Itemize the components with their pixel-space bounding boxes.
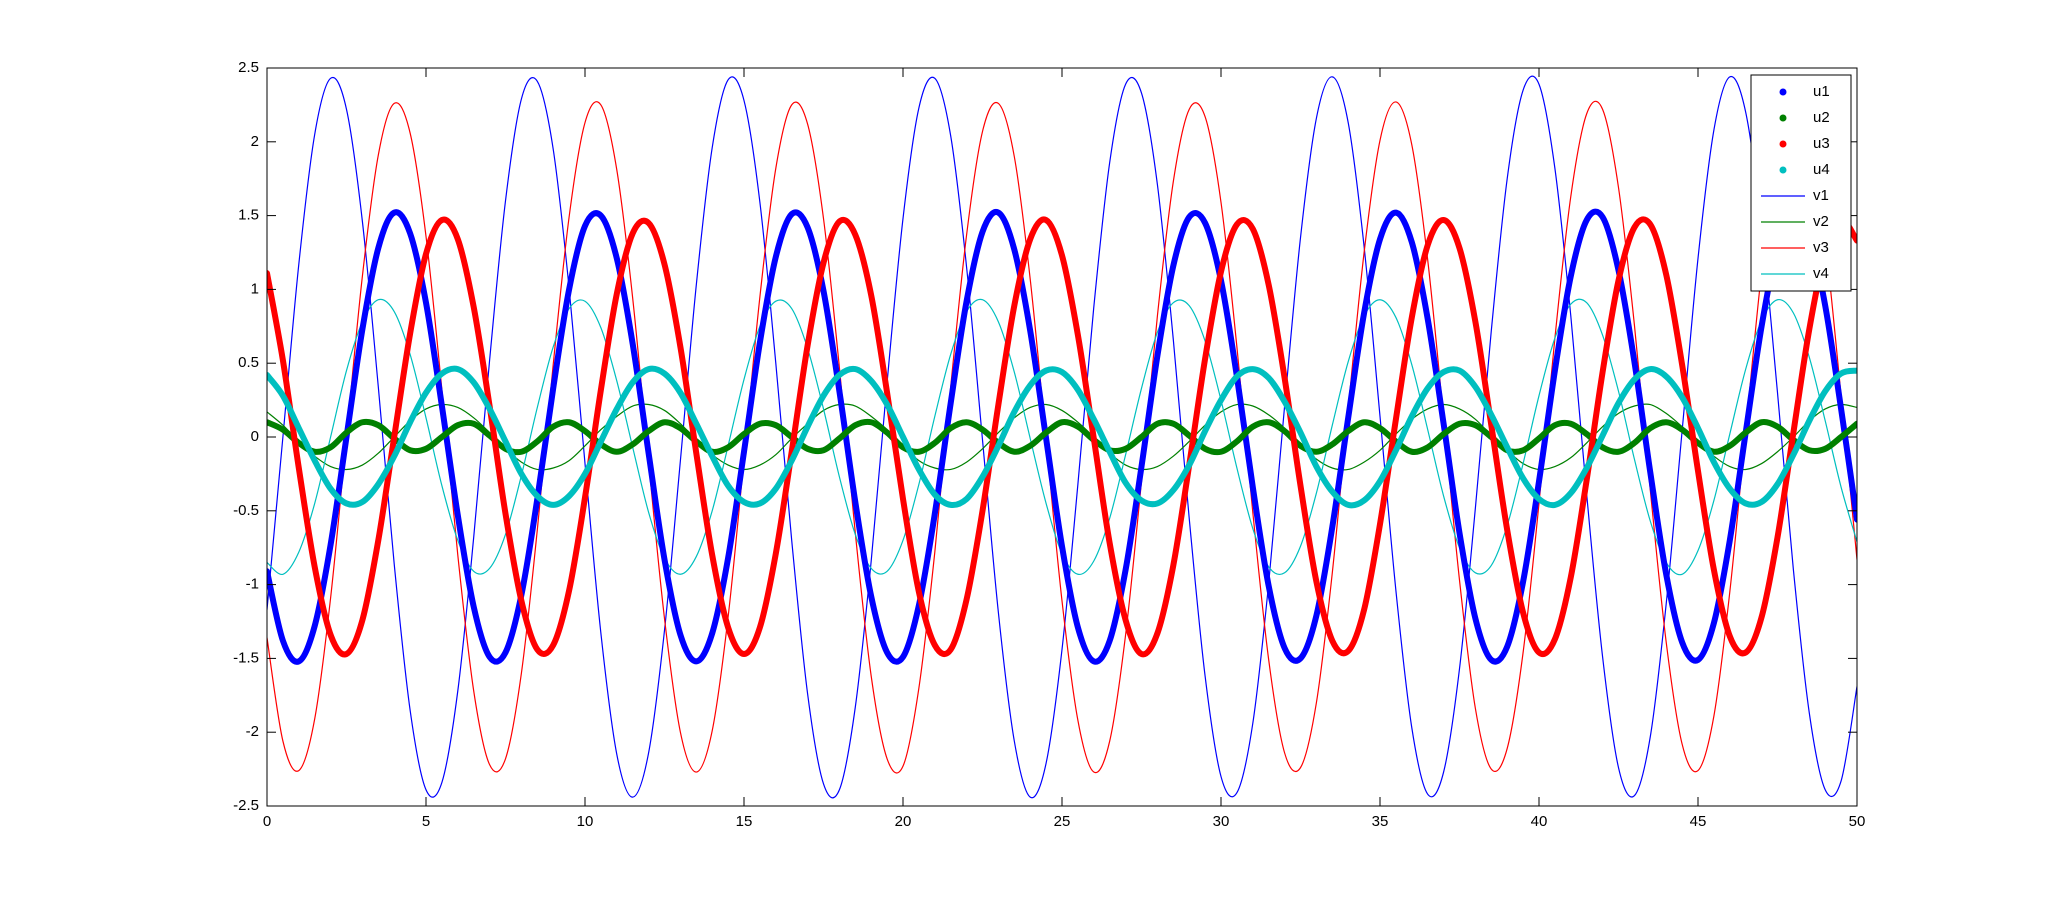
- legend-label: v1: [1813, 187, 1829, 204]
- y-tick-label: -0.5: [233, 502, 259, 519]
- legend-marker: [1779, 166, 1787, 174]
- x-tick-label: 30: [1213, 813, 1230, 830]
- y-tick-label: 1: [251, 280, 259, 297]
- legend-label: u4: [1813, 161, 1830, 178]
- legend-marker: [1779, 114, 1787, 122]
- x-tick-label: 40: [1531, 813, 1548, 830]
- x-tick-label: 0: [263, 813, 271, 830]
- legend-label: u3: [1813, 135, 1830, 152]
- y-tick-label: 0.5: [238, 354, 259, 371]
- axes: 0 5 10 15 20 25 30 35 40 45 50 -2.5 -2 -1.5 -1 -0.5 0 0.5…: [233, 59, 1865, 830]
- legend-marker: [1779, 88, 1787, 96]
- legend-label: v4: [1813, 265, 1829, 282]
- legend-label: u2: [1813, 109, 1830, 126]
- legend-box: [1750, 74, 1852, 292]
- y-tick-label: -1: [246, 576, 259, 593]
- x-tick-label: 10: [577, 813, 594, 830]
- x-tick-label: 20: [895, 813, 912, 830]
- legend-label: u1: [1813, 83, 1830, 100]
- y-tick-label: -2: [246, 723, 259, 740]
- legend-marker: [1779, 140, 1787, 148]
- y-tick-label: -2.5: [233, 797, 259, 814]
- legend: u1 u2 u3 u4 v1 v2 v3 v4: [1750, 74, 1852, 292]
- x-tick-label: 5: [422, 813, 430, 830]
- marker-series-line: [267, 365, 1857, 509]
- y-tick-label: 2: [251, 133, 259, 150]
- series-line: [267, 100, 1857, 774]
- y-tick-label: 0: [251, 428, 259, 445]
- legend-label: v2: [1813, 213, 1829, 230]
- x-tick-label: 25: [1054, 813, 1071, 830]
- x-tick-label: 35: [1372, 813, 1389, 830]
- y-tick-label: 1.5: [238, 207, 259, 224]
- y-tick-label: 2.5: [238, 59, 259, 76]
- y-tick-label: -1.5: [233, 649, 259, 666]
- legend-label: v3: [1813, 239, 1829, 256]
- series-layer: [267, 75, 1857, 799]
- x-tick-label: 15: [736, 813, 753, 830]
- x-tick-label: 50: [1849, 813, 1866, 830]
- x-tick-label: 45: [1690, 813, 1707, 830]
